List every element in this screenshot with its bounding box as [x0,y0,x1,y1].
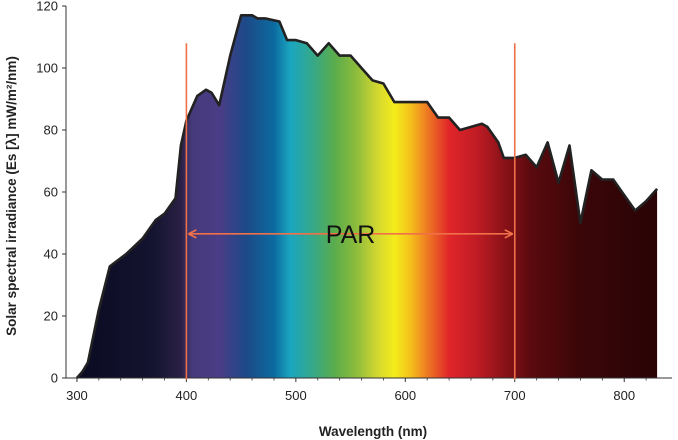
x-tick-label: 800 [613,388,635,403]
y-tick-label: 40 [44,247,58,262]
curve-layer [75,14,659,379]
x-tick-label: 600 [394,388,416,403]
x-tick-label: 500 [285,388,307,403]
par-arrowhead-left [188,229,197,239]
y-tick-label: 80 [44,123,58,138]
y-tick-label: 60 [44,185,58,200]
axes: 0 20 40 60 80 100 120 300 400 500 600 700 800 [36,0,672,403]
par-annotation [185,43,516,380]
x-tick-label: 300 [66,388,88,403]
y-tick-label: 100 [36,61,58,76]
y-tick-label: 0 [51,371,58,386]
irradiance-curve [75,14,659,379]
spectrum-area-layer [76,15,658,379]
par-label: PAR [326,221,376,249]
x-tick-label: 700 [504,388,526,403]
y-tick-label: 20 [44,309,58,324]
y-axis-title: Solar spectral irradiance (Es [λ] mW/m²/… [4,56,19,336]
par-arrowhead-right [504,229,514,239]
spectrum-area [76,15,658,379]
x-tick-label: 400 [176,388,198,403]
y-tick-label: 120 [36,0,58,14]
x-axis-title: Wavelength (nm) [319,424,427,439]
